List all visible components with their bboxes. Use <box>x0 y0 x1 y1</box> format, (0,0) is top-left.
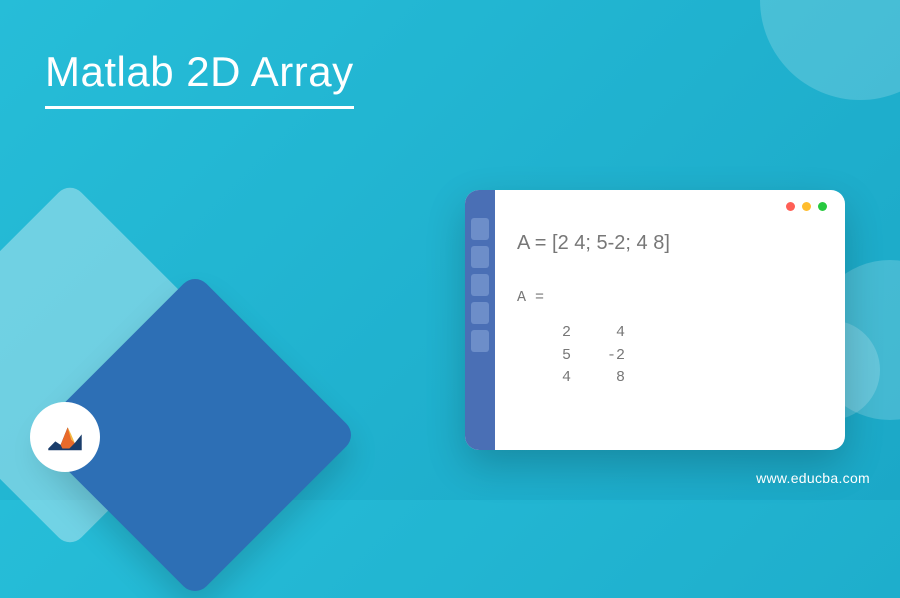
window-content: A = [2 4; 5-2; 4 8] A = 2 4 5 -2 4 8 <box>495 190 845 450</box>
minimize-icon[interactable] <box>802 202 811 211</box>
code-output-label: A = <box>517 289 823 306</box>
watermark-text: www.educba.com <box>756 470 870 486</box>
sidebar-tab[interactable] <box>471 274 489 296</box>
matlab-icon <box>43 415 87 459</box>
window-sidebar <box>465 190 495 450</box>
sidebar-tab[interactable] <box>471 330 489 352</box>
sidebar-tab[interactable] <box>471 218 489 240</box>
code-input-line: A = [2 4; 5-2; 4 8] <box>517 232 823 255</box>
code-window: A = [2 4; 5-2; 4 8] A = 2 4 5 -2 4 8 <box>465 190 845 450</box>
traffic-lights <box>786 202 827 211</box>
bg-circle-decor <box>760 0 900 100</box>
matrix-output: 2 4 5 -2 4 8 <box>517 322 823 390</box>
maximize-icon[interactable] <box>818 202 827 211</box>
brand-logo <box>30 402 100 472</box>
page-title: Matlab 2D Array <box>45 48 354 109</box>
sidebar-tab[interactable] <box>471 302 489 324</box>
sidebar-tab[interactable] <box>471 246 489 268</box>
close-icon[interactable] <box>786 202 795 211</box>
